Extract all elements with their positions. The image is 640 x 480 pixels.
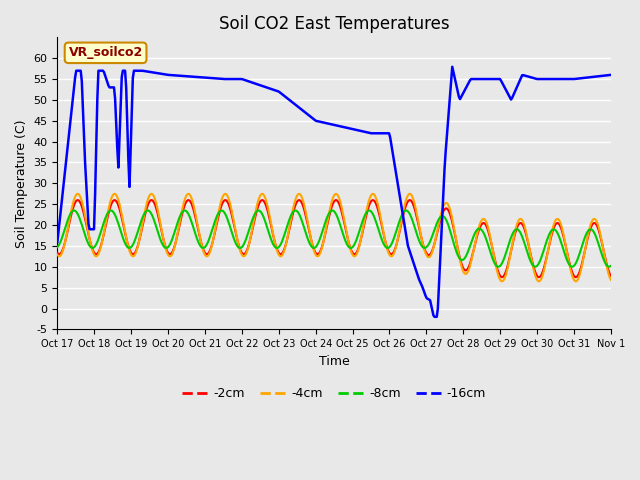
X-axis label: Time: Time — [319, 355, 349, 368]
Legend: -2cm, -4cm, -8cm, -16cm: -2cm, -4cm, -8cm, -16cm — [177, 382, 491, 405]
Text: VR_soilco2: VR_soilco2 — [68, 46, 143, 60]
Title: Soil CO2 East Temperatures: Soil CO2 East Temperatures — [219, 15, 449, 33]
Y-axis label: Soil Temperature (C): Soil Temperature (C) — [15, 119, 28, 248]
